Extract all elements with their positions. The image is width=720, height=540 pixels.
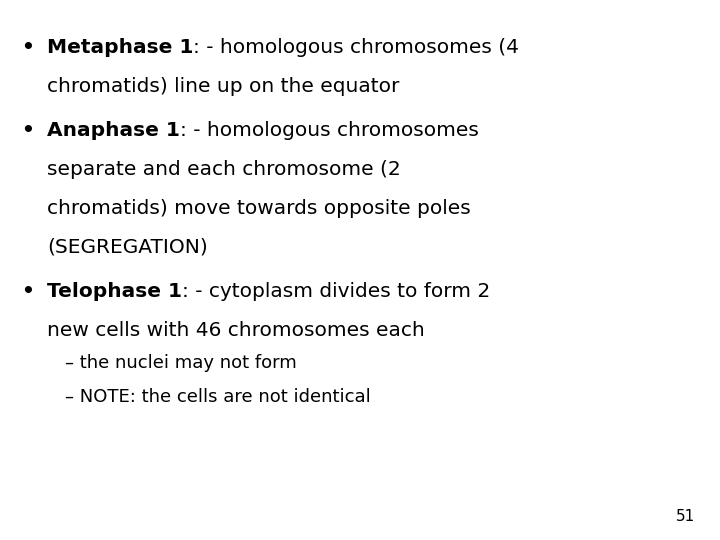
- Text: Metaphase 1: Metaphase 1: [47, 38, 193, 57]
- Text: : - cytoplasm divides to form 2: : - cytoplasm divides to form 2: [181, 282, 490, 301]
- Text: chromatids) line up on the equator: chromatids) line up on the equator: [47, 77, 399, 96]
- Text: – the nuclei may not form: – the nuclei may not form: [65, 354, 297, 372]
- Text: Anaphase 1: Anaphase 1: [47, 121, 180, 140]
- Text: chromatids) move towards opposite poles: chromatids) move towards opposite poles: [47, 199, 471, 218]
- Text: •: •: [22, 121, 35, 140]
- Text: •: •: [22, 38, 35, 57]
- Text: 51: 51: [675, 509, 695, 524]
- Text: Telophase 1: Telophase 1: [47, 282, 181, 301]
- Text: (SEGREGATION): (SEGREGATION): [47, 238, 207, 256]
- Text: •: •: [22, 282, 35, 301]
- Text: separate and each chromosome (2: separate and each chromosome (2: [47, 160, 400, 179]
- Text: – NOTE: the cells are not identical: – NOTE: the cells are not identical: [65, 388, 371, 406]
- Text: : - homologous chromosomes (4: : - homologous chromosomes (4: [193, 38, 519, 57]
- Text: : - homologous chromosomes: : - homologous chromosomes: [180, 121, 479, 140]
- Text: new cells with 46 chromosomes each: new cells with 46 chromosomes each: [47, 321, 425, 340]
